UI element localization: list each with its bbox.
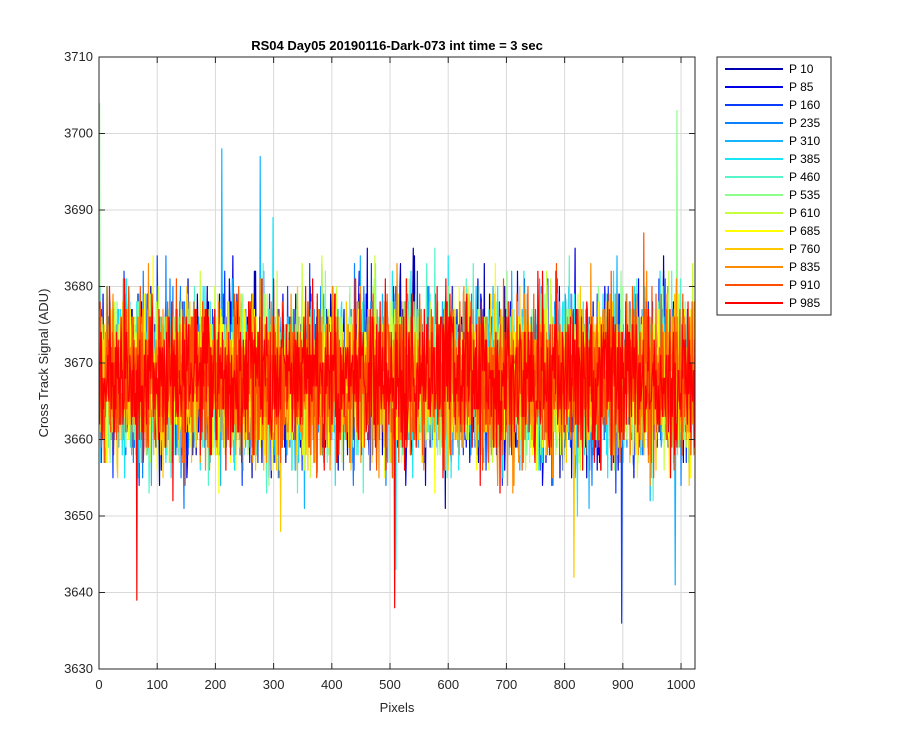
- x-tick-label: 300: [263, 677, 285, 692]
- y-tick-label: 3690: [64, 202, 93, 217]
- x-tick-label: 600: [437, 677, 459, 692]
- series-layer: [99, 102, 695, 624]
- legend-label: P 835: [789, 260, 820, 274]
- x-tick-label: 900: [612, 677, 634, 692]
- legend-label: P 910: [789, 278, 820, 292]
- legend-label: P 160: [789, 98, 820, 112]
- legend-label: P 235: [789, 116, 820, 130]
- x-tick-label: 0: [95, 677, 102, 692]
- series-line-p-985: [99, 270, 695, 609]
- y-tick-label: 3640: [64, 585, 93, 600]
- legend-label: P 460: [789, 170, 820, 184]
- y-tick-label: 3680: [64, 279, 93, 294]
- y-tick-label: 3700: [64, 126, 93, 141]
- x-tick-label: 100: [146, 677, 168, 692]
- legend-label: P 10: [789, 62, 814, 76]
- chart-title: RS04 Day05 20190116-Dark-073 int time = …: [251, 38, 543, 53]
- legend-label: P 385: [789, 152, 820, 166]
- x-tick-label: 400: [321, 677, 343, 692]
- legend-label: P 760: [789, 242, 820, 256]
- y-axis-label: Cross Track Signal (ADU): [36, 289, 51, 438]
- x-tick-label: 200: [205, 677, 227, 692]
- y-tick-label: 3650: [64, 508, 93, 523]
- y-tick-label: 3660: [64, 432, 93, 447]
- axis-ticks: 0 100 200 300 400 500 600 700 800 900 1000 3630 3640…: [64, 49, 695, 692]
- legend-label: P 985: [789, 296, 820, 310]
- legend-label: P 610: [789, 206, 820, 220]
- y-tick-label: 3710: [64, 49, 93, 64]
- x-tick-label: 1000: [667, 677, 696, 692]
- x-tick-label: 700: [496, 677, 518, 692]
- x-tick-label: 500: [379, 677, 401, 692]
- legend-box: [716, 56, 832, 316]
- legend-label: P 310: [789, 134, 820, 148]
- x-axis-label: Pixels: [380, 700, 415, 715]
- legend-label: P 85: [789, 80, 814, 94]
- legend: P 10 P 85 P 160 P 235 P 310 P 385 P 460 P 535 P …: [716, 56, 832, 316]
- y-tick-label: 3670: [64, 355, 93, 370]
- legend-label: P 685: [789, 224, 820, 238]
- legend-label: P 535: [789, 188, 820, 202]
- y-tick-label: 3630: [64, 661, 93, 676]
- x-tick-label: 800: [554, 677, 576, 692]
